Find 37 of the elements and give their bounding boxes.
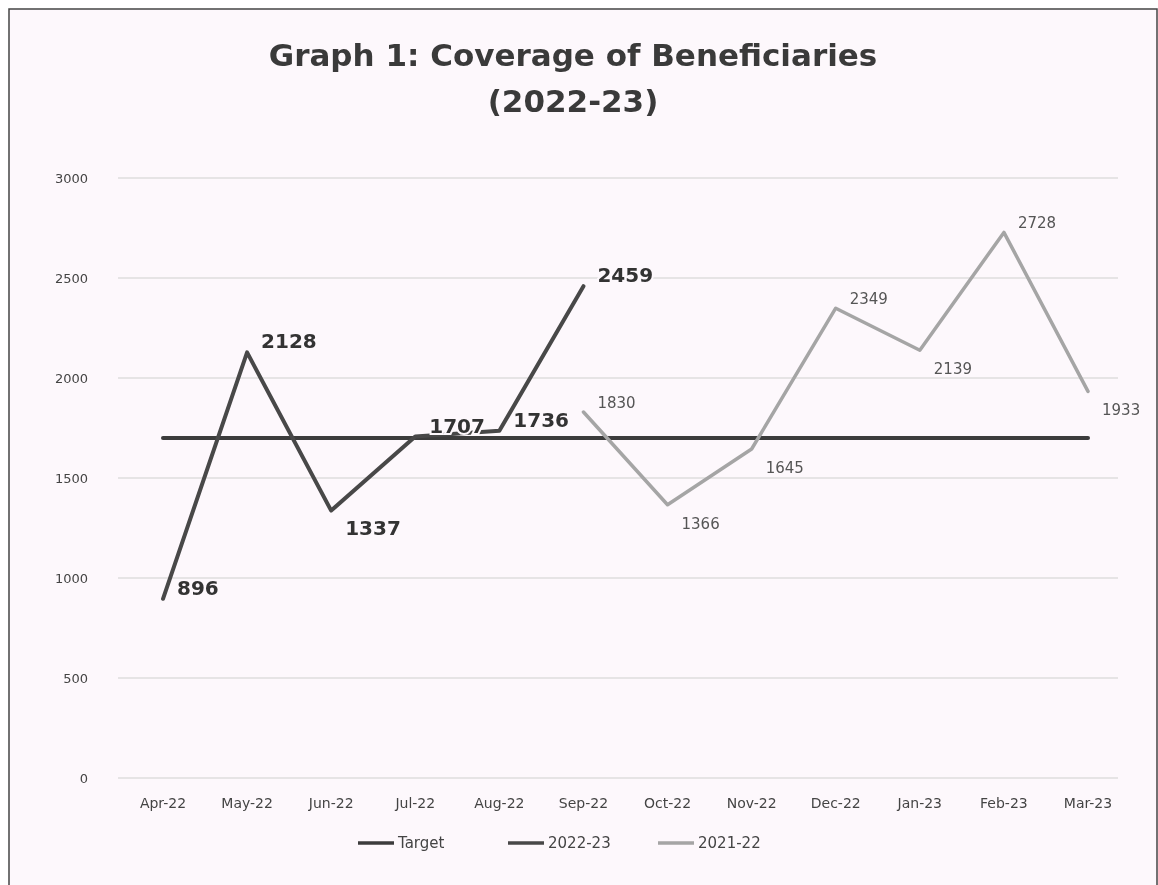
x-tick-label: Jan-23 [896,795,943,811]
y-tick-label: 3000 [54,170,88,186]
data-label: 1830 [597,394,636,412]
data-label: 2128 [261,329,317,354]
data-label: 2459 [597,263,654,288]
data-label: 1707 [429,413,485,438]
data-label: 1933 [1102,401,1141,420]
x-tick-label: Apr-22 [139,795,187,811]
x-tick-label: Sep-22 [558,795,609,811]
legend-label: Target [397,834,445,853]
data-label: 1736 [513,407,570,432]
x-tick-label: May-22 [221,795,273,811]
data-label: 2139 [933,360,973,379]
y-tick-label: 500 [63,670,88,686]
data-label: 1337 [345,515,401,540]
y-tick-label: 1000 [54,570,88,586]
y-tick-label: 2000 [54,370,88,386]
y-tick-label: 2500 [54,270,88,286]
legend-label: 2022-23 [548,834,611,853]
data-label: 1645 [765,459,804,477]
line-series [581,230,1090,507]
data-label: 1366 [681,514,720,533]
x-tick-label: Jun-22 [307,795,354,811]
y-tick-label: 1500 [54,470,88,486]
y-tick-label: 0 [79,770,88,786]
x-tick-label: Dec-22 [810,795,861,811]
data-label: 2728 [1017,214,1057,233]
x-tick-label: Mar-23 [1063,795,1113,811]
x-tick-label: Aug-22 [474,795,525,811]
x-tick-label: Nov-22 [726,795,777,811]
x-tick-label: Feb-23 [980,795,1028,811]
x-tick-label: Oct-22 [644,795,692,811]
data-label: 2349 [849,290,888,309]
legend-label: 2021-22 [698,834,761,853]
x-tick-label: Jul-22 [394,795,436,811]
data-label: 896 [177,575,219,600]
chart-title: Graph 1: Coverage of Beneficiaries (2022-23) [268,37,878,119]
